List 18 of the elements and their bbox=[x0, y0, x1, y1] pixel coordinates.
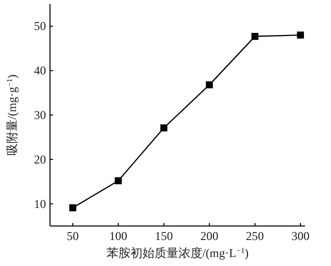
point bbox=[114, 177, 122, 184]
point bbox=[251, 32, 258, 40]
y-tick-label: 30 bbox=[34, 108, 46, 122]
x-tick-label: 200 bbox=[200, 229, 218, 243]
y-tick-label: 50 bbox=[34, 19, 46, 34]
x-tick-label: 250 bbox=[246, 229, 264, 243]
point bbox=[296, 32, 304, 39]
x-tick-label: 100 bbox=[109, 229, 128, 243]
x-axis-title: 苯胺初始质量浓度/(mg·L$^{−1}$) bbox=[106, 246, 249, 260]
x-tick-label: 50 bbox=[66, 229, 79, 243]
y-tick-label: 10 bbox=[34, 196, 46, 211]
point bbox=[160, 124, 168, 132]
x-tick-label: 150 bbox=[154, 229, 173, 243]
point bbox=[206, 81, 213, 88]
y-tick-label: 40 bbox=[34, 64, 46, 78]
x-tick-label: 300 bbox=[291, 229, 310, 243]
point bbox=[69, 204, 76, 212]
y-tick-label: 20 bbox=[34, 152, 46, 166]
